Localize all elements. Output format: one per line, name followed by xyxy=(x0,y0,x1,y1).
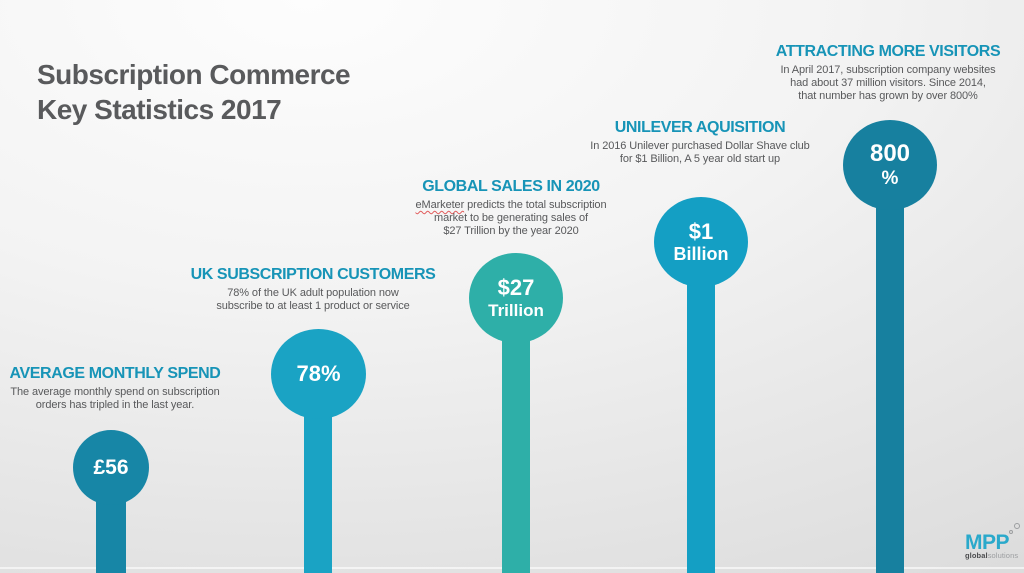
logo-bubble-small xyxy=(1009,530,1013,534)
lollipop-bubble: 78% xyxy=(271,329,366,419)
logo-subtitle-light: solutions xyxy=(987,551,1019,560)
stat-description: In 2016 Unilever purchased Dollar Shave … xyxy=(590,140,810,165)
stat-annotation: UK SUBSCRIPTION CUSTOMERS 78% of the UK … xyxy=(181,266,445,313)
page-title-line2: Key Statistics 2017 xyxy=(37,94,282,125)
stat-description: eMarketer predicts the total subscriptio… xyxy=(379,199,643,238)
logo-wordmark: MPP xyxy=(965,531,1010,554)
stat-value-unit: Trillion xyxy=(488,300,544,320)
stat-description: In April 2017, subscription company webs… xyxy=(780,64,996,102)
stat-description-text: predicts the total subscription market t… xyxy=(434,199,607,237)
mpp-global-solutions-logo: MPP globalsolutions xyxy=(965,523,1020,560)
lollipop-bubble: £56 xyxy=(73,430,149,505)
stat-annotation: AVERAGE MONTHLY SPEND The average monthl… xyxy=(0,365,247,412)
stat-heading: AVERAGE MONTHLY SPEND xyxy=(9,365,221,382)
stat-description: 78% of the UK adult population now subsc… xyxy=(216,287,410,312)
stat-annotation: UNILEVER AQUISITION In 2016 Unilever pur… xyxy=(568,119,832,166)
stat-description: The average monthly spend on subscriptio… xyxy=(10,386,220,411)
stat-annotation: ATTRACTING MORE VISITORS In April 2017, … xyxy=(756,43,1020,103)
stat-value: $27 xyxy=(497,275,535,301)
stat-value: £56 xyxy=(93,455,129,479)
stat-value-unit: Billion xyxy=(673,244,729,265)
stat-heading: UK SUBSCRIPTION CUSTOMERS xyxy=(190,266,436,283)
stat-heading: ATTRACTING MORE VISITORS xyxy=(775,43,1001,60)
stat-value: $1 xyxy=(688,218,714,244)
lollipop-bubble: $27 Trillion xyxy=(469,253,563,343)
stat-value-unit: % xyxy=(881,167,899,189)
lollipop-bubble: $1 Billion xyxy=(654,197,748,287)
lollipop-stem xyxy=(687,240,715,573)
stat-value: 78% xyxy=(296,360,341,386)
page-title: Subscription Commerce Key Statistics 201… xyxy=(37,57,351,127)
logo-subtitle: globalsolutions xyxy=(965,552,1018,560)
stat-annotation: GLOBAL SALES IN 2020 eMarketer predicts … xyxy=(379,178,643,238)
logo-bubbles-icon xyxy=(1009,522,1024,536)
page-title-line1: Subscription Commerce xyxy=(37,59,351,90)
lollipop-bubble: 800 % xyxy=(843,120,937,210)
spellchecked-word: eMarketer xyxy=(415,199,465,211)
stat-heading: UNILEVER AQUISITION xyxy=(614,119,786,136)
logo-subtitle-bold: global xyxy=(965,551,988,560)
logo-bubble-large xyxy=(1014,523,1020,529)
stat-heading: GLOBAL SALES IN 2020 xyxy=(422,178,600,195)
stat-value: 800 xyxy=(869,139,911,167)
lollipop-stem xyxy=(876,163,904,573)
